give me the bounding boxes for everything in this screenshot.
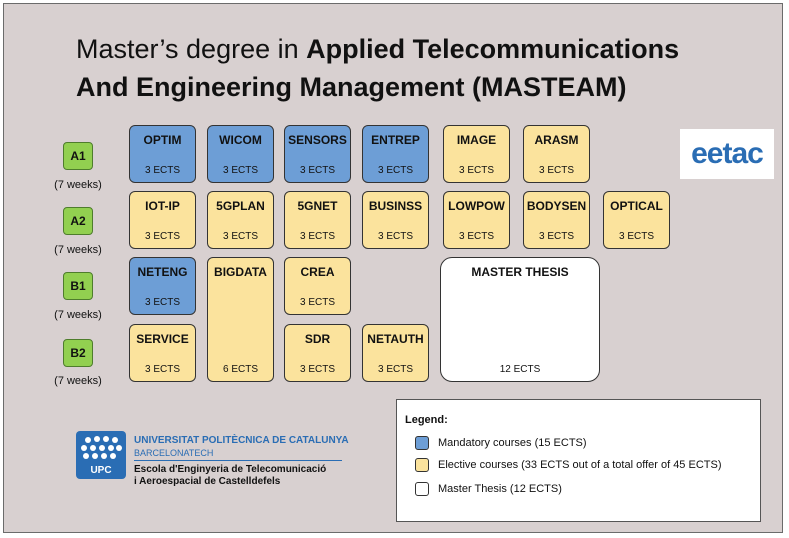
- course-ects: 3 ECTS: [299, 165, 335, 176]
- course-ects: 3 ECTS: [222, 231, 258, 242]
- course-name: IOT-IP: [145, 199, 180, 213]
- course-ects: 12 ECTS: [499, 364, 541, 375]
- period-b2-badge: B2: [63, 339, 93, 367]
- university-subtitle: BARCELONATECH: [134, 448, 214, 458]
- course-arasm: ARASM 3 ECTS: [523, 125, 590, 183]
- course-ects: 3 ECTS: [618, 231, 654, 242]
- legend-item-thesis: Master Thesis (12 ECTS): [415, 482, 562, 496]
- period-a2-badge: A2: [63, 207, 93, 235]
- legend-item-mandatory: Mandatory courses (15 ECTS): [415, 436, 587, 450]
- course-name: NETAUTH: [367, 332, 424, 346]
- period-b1-badge: B1: [63, 272, 93, 300]
- course-ects: 3 ECTS: [377, 231, 413, 242]
- course-master-thesis: MASTER THESIS 12 ECTS: [440, 257, 600, 382]
- title-line1-bold: Applied Telecommunications: [306, 34, 680, 64]
- course-sensors: SENSORS 3 ECTS: [284, 125, 351, 183]
- course-name: BODYSEN: [526, 199, 587, 213]
- university-name: UNIVERSITAT POLITÈCNICA DE CATALUNYA: [134, 435, 349, 446]
- course-ects: 3 ECTS: [299, 297, 335, 308]
- page-title: Master’s degree in Applied Telecommunica…: [76, 30, 679, 106]
- title-line1-normal: Master’s degree in: [76, 34, 307, 64]
- course-name: SENSORS: [288, 133, 347, 147]
- course-name: MASTER THESIS: [471, 265, 569, 279]
- course-wicom: WICOM 3 ECTS: [207, 125, 274, 183]
- eetac-logo: eetac: [680, 129, 774, 179]
- legend-item-elective: Elective courses (33 ECTS out of a total…: [415, 458, 721, 472]
- course-ects: 3 ECTS: [458, 231, 494, 242]
- course-ects: 3 ECTS: [538, 165, 574, 176]
- course-name: LOWPOW: [448, 199, 505, 213]
- course-5gplan: 5GPLAN 3 ECTS: [207, 191, 274, 249]
- title-line2-bold: And Engineering Management (MASTEAM): [76, 72, 627, 102]
- course-ects: 3 ECTS: [377, 364, 413, 375]
- course-bigdata: BIGDATA 6 ECTS: [207, 257, 274, 382]
- course-name: SERVICE: [136, 332, 189, 346]
- course-name: BIGDATA: [214, 265, 267, 279]
- legend-box: Legend: Mandatory courses (15 ECTS) Elec…: [396, 399, 761, 522]
- course-crea: CREA 3 ECTS: [284, 257, 351, 315]
- course-name: IMAGE: [456, 133, 497, 147]
- course-lowpow: LOWPOW 3 ECTS: [443, 191, 510, 249]
- course-name: OPTIM: [143, 133, 182, 147]
- course-ects: 3 ECTS: [458, 165, 494, 176]
- upc-badge-text: UPC: [90, 465, 111, 476]
- course-ects: 3 ECTS: [377, 165, 413, 176]
- period-a1-badge: A1: [63, 142, 93, 170]
- legend-swatch-mandatory: [415, 436, 429, 450]
- course-ects: 3 ECTS: [299, 231, 335, 242]
- course-service: SERVICE 3 ECTS: [129, 324, 196, 382]
- course-name: 5GPLAN: [216, 199, 265, 213]
- course-ects: 3 ECTS: [144, 165, 180, 176]
- course-name: WICOM: [219, 133, 262, 147]
- course-image: IMAGE 3 ECTS: [443, 125, 510, 183]
- course-name: 5GNET: [297, 199, 338, 213]
- course-ects: 3 ECTS: [144, 231, 180, 242]
- curriculum-diagram: Master’s degree in Applied Telecommunica…: [3, 3, 783, 533]
- course-name: CREA: [300, 265, 335, 279]
- course-name: ARASM: [534, 133, 579, 147]
- period-b2-weeks: (7 weeks): [54, 375, 102, 387]
- legend-label-thesis: Master Thesis (12 ECTS): [438, 483, 562, 495]
- legend-title: Legend:: [405, 414, 448, 426]
- period-a1-weeks: (7 weeks): [54, 179, 102, 191]
- upc-logo-icon: UPC: [76, 431, 126, 479]
- course-ects: 3 ECTS: [144, 364, 180, 375]
- course-name: BUSINSS: [368, 199, 423, 213]
- course-name: NETENG: [137, 265, 188, 279]
- course-5gnet: 5GNET 3 ECTS: [284, 191, 351, 249]
- legend-swatch-thesis: [415, 482, 429, 496]
- course-ects: 3 ECTS: [222, 165, 258, 176]
- course-sdr: SDR 3 ECTS: [284, 324, 351, 382]
- course-ects: 6 ECTS: [222, 364, 258, 375]
- course-name: ENTREP: [371, 133, 420, 147]
- legend-label-mandatory: Mandatory courses (15 ECTS): [438, 437, 587, 449]
- course-ects: 3 ECTS: [299, 364, 335, 375]
- course-iot-ip: IOT-IP 3 ECTS: [129, 191, 196, 249]
- legend-swatch-elective: [415, 458, 429, 472]
- school-name-line2: i Aeroespacial de Castelldefels: [134, 476, 281, 487]
- course-neteng: NETENG 3 ECTS: [129, 257, 196, 315]
- university-block: UPC UNIVERSITAT POLITÈCNICA DE CATALUNYA…: [76, 429, 366, 489]
- period-b1-weeks: (7 weeks): [54, 309, 102, 321]
- school-name-line1: Escola d'Enginyeria de Telecomunicació: [134, 464, 327, 475]
- course-businss: BUSINSS 3 ECTS: [362, 191, 429, 249]
- period-a2-weeks: (7 weeks): [54, 244, 102, 256]
- course-optim: OPTIM 3 ECTS: [129, 125, 196, 183]
- course-ects: 3 ECTS: [538, 231, 574, 242]
- eetac-logo-text: eetac: [691, 137, 764, 170]
- legend-label-elective: Elective courses (33 ECTS out of a total…: [438, 459, 722, 471]
- course-netauth: NETAUTH 3 ECTS: [362, 324, 429, 382]
- course-name: SDR: [304, 332, 331, 346]
- course-name: OPTICAL: [610, 199, 663, 213]
- course-optical: OPTICAL 3 ECTS: [603, 191, 670, 249]
- university-divider: [134, 460, 342, 461]
- course-bodysen: BODYSEN 3 ECTS: [523, 191, 590, 249]
- course-ects: 3 ECTS: [144, 297, 180, 308]
- course-entrep: ENTREP 3 ECTS: [362, 125, 429, 183]
